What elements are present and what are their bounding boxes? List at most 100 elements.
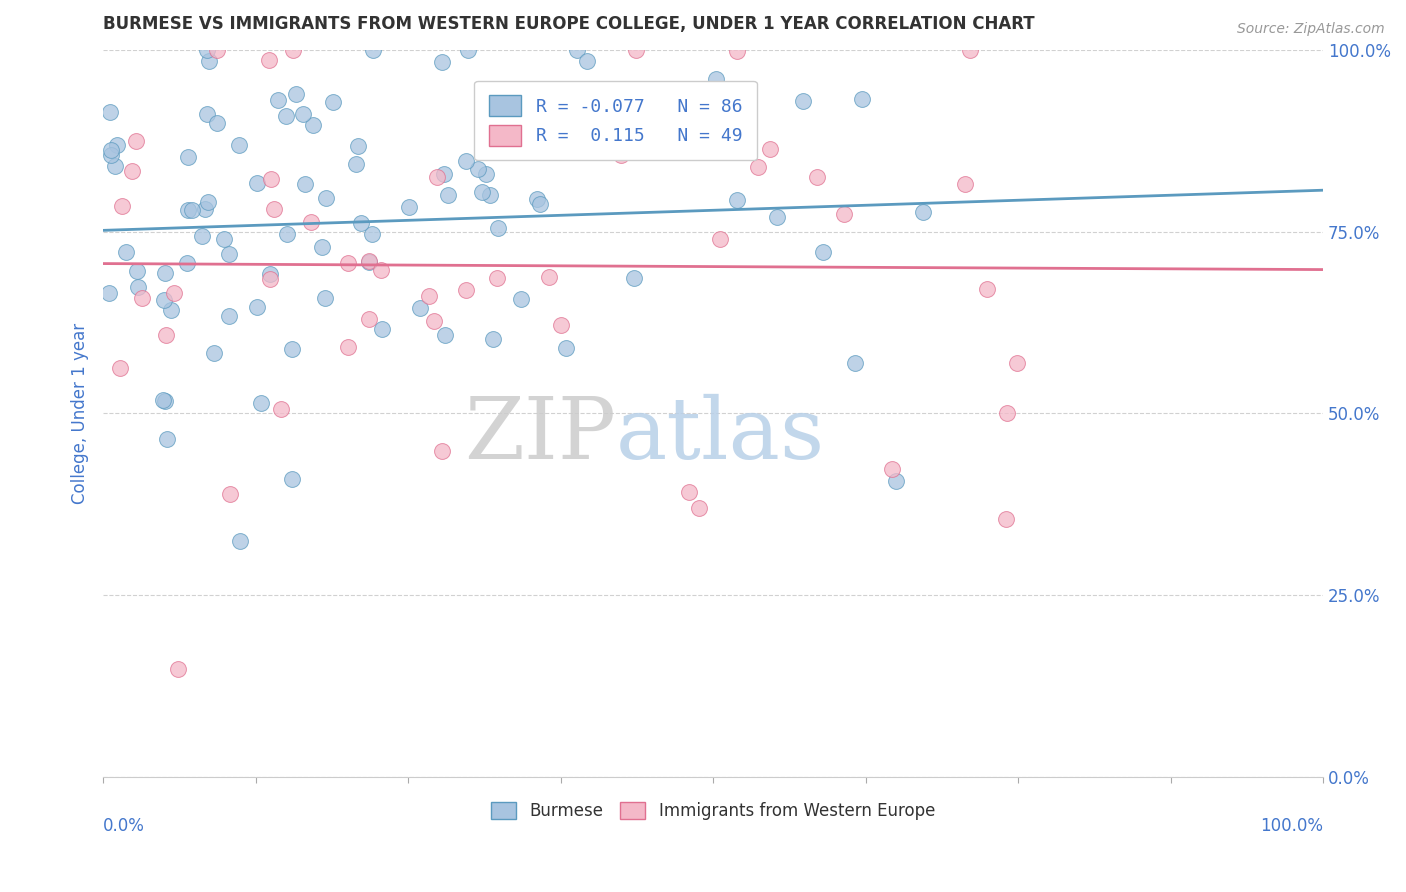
Point (249, 396, 271, 410)
Point (276, 109, 298, 123)
Point (959, 43, 981, 57)
Point (195, 106, 218, 120)
Point (430, 443, 453, 458)
Point (673, 97, 696, 112)
Point (555, 341, 578, 355)
Point (844, 356, 866, 370)
Point (624, 43, 647, 57)
Text: 0.0%: 0.0% (103, 816, 145, 835)
Point (409, 301, 432, 315)
Point (709, 232, 731, 246)
Point (467, 161, 489, 176)
Point (283, 43, 305, 57)
Point (218, 486, 240, 500)
Point (550, 318, 572, 332)
Point (371, 322, 394, 336)
Point (98, 104, 121, 119)
Text: BURMESE VS IMMIGRANTS FROM WESTERN EUROPE COLLEGE, UNDER 1 YEAR CORRELATION CHAR: BURMESE VS IMMIGRANTS FROM WESTERN EUROP… (103, 15, 1035, 33)
Point (766, 210, 789, 224)
Point (575, 54, 598, 68)
Point (430, 54, 453, 69)
Point (270, 401, 292, 416)
Point (108, 360, 131, 375)
Point (266, 93, 288, 107)
Point (294, 178, 316, 192)
Point (623, 270, 645, 285)
Point (955, 178, 977, 192)
Point (433, 328, 456, 343)
Point (359, 254, 381, 268)
Point (806, 169, 828, 184)
Point (882, 462, 904, 476)
Point (198, 54, 221, 68)
Point (995, 406, 1018, 420)
Point (704, 72, 727, 87)
Point (176, 203, 198, 218)
Point (478, 187, 501, 202)
Point (678, 484, 700, 499)
Point (218, 310, 240, 324)
Point (1005, 356, 1028, 370)
Point (166, 662, 188, 676)
Point (357, 253, 380, 268)
Point (195, 43, 218, 57)
Point (344, 157, 367, 171)
Point (176, 256, 198, 270)
Point (153, 267, 176, 281)
Point (160, 303, 183, 318)
Point (350, 216, 373, 230)
Point (276, 227, 298, 241)
Point (418, 289, 440, 303)
Point (125, 134, 148, 148)
Point (110, 199, 132, 213)
Point (259, 53, 281, 67)
Text: atlas: atlas (616, 393, 825, 476)
Point (229, 533, 252, 548)
Point (911, 205, 934, 219)
Point (813, 244, 835, 259)
Point (688, 501, 710, 516)
Point (259, 267, 281, 281)
Point (100, 148, 122, 162)
Point (121, 164, 143, 178)
Point (285, 87, 308, 102)
Point (156, 432, 179, 446)
Point (526, 192, 548, 206)
Point (851, 92, 873, 106)
Point (456, 283, 478, 297)
Point (426, 170, 449, 185)
Point (228, 137, 250, 152)
Point (322, 95, 344, 109)
Point (163, 286, 186, 301)
Point (994, 512, 1017, 526)
Point (398, 200, 420, 214)
Point (152, 393, 174, 408)
Point (314, 291, 336, 305)
Point (481, 332, 503, 346)
Point (177, 150, 200, 164)
Point (246, 176, 269, 190)
Point (114, 244, 136, 259)
Point (475, 168, 498, 182)
Point (609, 148, 631, 162)
Point (437, 188, 460, 202)
Point (202, 346, 225, 360)
Point (471, 185, 494, 199)
Point (336, 255, 359, 269)
Y-axis label: College, Under 1 year: College, Under 1 year (72, 323, 89, 504)
Text: 100.0%: 100.0% (1260, 816, 1323, 835)
Point (181, 202, 204, 217)
Point (537, 269, 560, 284)
Point (485, 271, 508, 285)
Point (538, 103, 561, 118)
Point (246, 300, 269, 314)
Point (529, 197, 551, 211)
Point (127, 280, 149, 294)
Point (370, 263, 392, 277)
Point (758, 142, 780, 156)
Point (205, 43, 228, 57)
Point (131, 291, 153, 305)
Point (263, 202, 285, 216)
Point (281, 342, 304, 356)
Point (454, 154, 477, 169)
